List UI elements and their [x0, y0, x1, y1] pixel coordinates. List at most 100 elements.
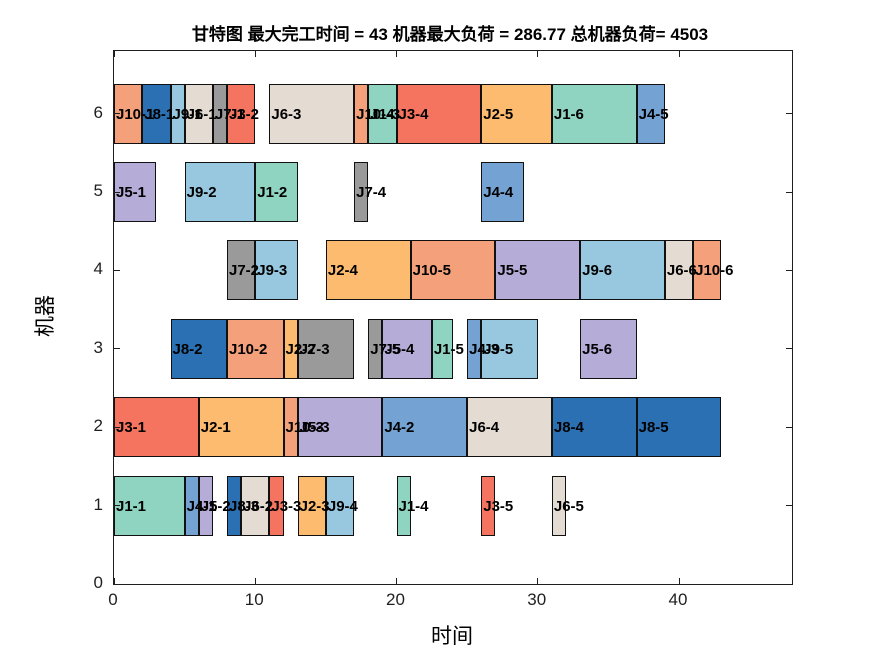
x-tick-top	[396, 51, 397, 57]
gantt-bar-label: J1-2	[257, 184, 288, 202]
gantt-bar-J7-3	[297, 318, 355, 379]
gantt-bar-J8-4	[551, 397, 637, 458]
gantt-bar-J4-2	[382, 397, 468, 458]
gantt-bar-J5-4	[382, 318, 432, 379]
gantt-bar-label: J1-3	[370, 105, 401, 123]
gantt-bar-J5-2	[198, 475, 213, 536]
gantt-bar-J6-4	[467, 397, 552, 458]
gantt-bar-label: J8-2	[172, 340, 203, 358]
y-tick-label: 6	[93, 102, 103, 122]
gantt-bar-J1-2	[255, 162, 298, 223]
x-axis-label: 时间	[431, 625, 473, 648]
gantt-bar-J8-3	[227, 475, 242, 536]
gantt-bar-J10-3	[283, 397, 298, 458]
y-tick	[114, 583, 120, 585]
gantt-bar-label: J10-1	[116, 105, 155, 123]
y-tick-label: 3	[93, 337, 103, 357]
x-tick	[254, 578, 256, 584]
gantt-bar-label: J7-1	[214, 105, 245, 123]
gantt-bar-label: J6-2	[243, 497, 274, 515]
gantt-bar-J2-1	[198, 397, 284, 458]
x-tick-label: 30	[527, 590, 547, 609]
gantt-bar-J2-2	[283, 318, 298, 379]
y-tick-right	[786, 426, 792, 428]
gantt-bar-label: J3-1	[116, 419, 147, 437]
gantt-bar-J7-4	[354, 162, 369, 223]
gantt-bar-label: J7-3	[299, 340, 330, 358]
gantt-bar-label: J4-5	[638, 105, 669, 123]
gantt-bar-label: J9-5	[483, 340, 514, 358]
gantt-bar-label: J3-4	[398, 105, 429, 123]
gantt-bar-J1-5	[431, 318, 453, 379]
gantt-bar-J7-5	[368, 318, 383, 379]
gantt-bar-J10-5	[410, 240, 496, 301]
gantt-bars-layer	[114, 51, 792, 584]
gantt-bar-label: J4-1	[186, 497, 217, 515]
gantt-bar-label: J9-6	[582, 262, 613, 280]
gantt-bar-label: J8-4	[553, 419, 584, 437]
gantt-bar-label: J8-3	[229, 497, 260, 515]
gantt-bar-J6-2	[241, 475, 270, 536]
gantt-bar-J2-4	[325, 240, 411, 301]
x-tick-top	[113, 51, 115, 57]
gantt-bar-J9-1	[170, 83, 185, 144]
x-tick	[537, 578, 539, 584]
gantt-bar-label: J9-4	[327, 497, 358, 515]
gantt-bar-J6-1	[184, 83, 213, 144]
gantt-bar-J4-5	[636, 83, 665, 144]
x-tick	[678, 578, 680, 584]
gantt-bar-label: J6-5	[553, 497, 584, 515]
gantt-bar-label: J6-1	[186, 105, 217, 123]
gantt-bar-label: J4-4	[483, 184, 514, 202]
y-tick-right	[786, 191, 792, 193]
gantt-bar-label: J3-2	[229, 105, 260, 123]
gantt-bar-label: J5-6	[582, 340, 613, 358]
gantt-bar-label: J1-1	[116, 497, 147, 515]
y-tick-label: 0	[93, 573, 103, 592]
y-tick-label: 4	[93, 259, 103, 279]
gantt-bar-J6-5	[551, 475, 566, 536]
chart-title: 甘特图 最大完工时间 = 43 机器最大负荷 = 286.77 总机器负荷= 4…	[191, 25, 709, 44]
gantt-bar-label: J6-4	[469, 419, 500, 437]
gantt-bar-label: J7-2	[229, 262, 260, 280]
gantt-bar-J1-3	[368, 83, 397, 144]
gantt-bar-J3-2	[227, 83, 256, 144]
y-tick-label: 2	[93, 416, 103, 436]
gantt-bar-J8-5	[636, 397, 722, 458]
gantt-bar-label: J1-6	[553, 105, 584, 123]
gantt-bar-label: J9-2	[186, 184, 217, 202]
gantt-bar-J5-3	[297, 397, 383, 458]
gantt-bar-label: J7-4	[356, 184, 387, 202]
gantt-bar-label: J2-4	[327, 262, 358, 280]
gantt-bar-J2-3	[297, 475, 326, 536]
y-tick-label: 5	[93, 181, 103, 201]
gantt-bar-label: J10-4	[356, 105, 395, 123]
y-tick	[114, 113, 120, 115]
gantt-bar-J1-1	[114, 475, 185, 536]
gantt-bar-J10-6	[693, 240, 722, 301]
gantt-bar-label: J10-5	[412, 262, 451, 280]
gantt-bar-J1-6	[551, 83, 637, 144]
x-tick-top	[254, 51, 256, 57]
gantt-bar-label: J6-6	[666, 262, 697, 280]
gantt-bar-J4-3	[467, 318, 482, 379]
gantt-bar-label: J2-5	[483, 105, 514, 123]
x-tick	[113, 578, 115, 584]
gantt-bar-label: J9-1	[172, 105, 203, 123]
gantt-bar-label: J3-3	[271, 497, 302, 515]
gantt-bar-label: J6-3	[271, 105, 302, 123]
gantt-bar-J8-2	[170, 318, 227, 379]
gantt-bar-J3-5	[481, 475, 496, 536]
x-tick-label: 40	[668, 590, 688, 609]
x-tick-label: 0	[108, 590, 118, 609]
gantt-bar-J4-1	[184, 475, 199, 536]
gantt-bar-label: J5-4	[384, 340, 415, 358]
gantt-bar-label: J8-1	[144, 105, 175, 123]
x-tick-label: 20	[386, 590, 405, 609]
gantt-bar-label: J4-2	[384, 419, 415, 437]
gantt-bar-label: J8-5	[638, 419, 669, 437]
gantt-bar-J5-6	[580, 318, 637, 379]
plot-area: J10-1 J8-1 J9-1 J6-1 J7-1 J3-2 J6-3 J10-4 J1-3 J3…	[113, 50, 793, 585]
gantt-bar-J9-6	[580, 240, 665, 301]
